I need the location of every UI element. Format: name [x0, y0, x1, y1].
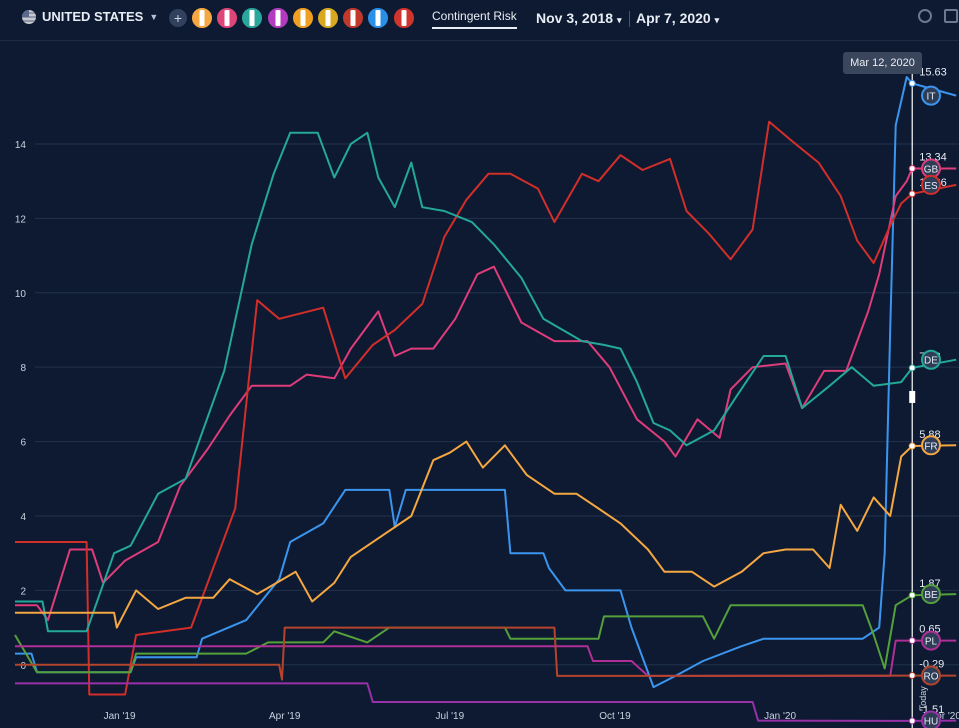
series-badge-label-hu: HU [924, 717, 938, 728]
y-tick-label: 0 [20, 661, 26, 672]
series-badge-label-de: DE [924, 356, 938, 367]
series-badge-label-pl: PL [925, 637, 938, 648]
marker-dot-de [908, 364, 916, 372]
marker-dot-pl [908, 637, 916, 645]
x-tick-label: Jul '19 [436, 711, 465, 722]
y-tick-label: 8 [20, 363, 26, 374]
y-tick-label: 4 [20, 512, 26, 523]
series-badge-it [921, 85, 941, 106]
series-badge-label-be: BE [924, 590, 938, 601]
grid-lines [35, 143, 959, 666]
x-tick-label: Apr '19 [269, 711, 301, 722]
marker-dot-gb [908, 165, 916, 173]
series-badge-label-it: IT [927, 92, 936, 103]
x-tick-label: Jan '20 [764, 711, 796, 722]
series-badge-label-gb: GB [924, 165, 939, 176]
flag-chip-gb[interactable] [217, 8, 238, 28]
series-badge-de [921, 349, 941, 370]
flag-chip-fr[interactable] [192, 8, 212, 28]
series-line-ro [15, 626, 957, 681]
y-tick-label: 14 [15, 140, 27, 151]
marker-handle [909, 390, 916, 403]
y-tick-label: 2 [20, 586, 26, 597]
flag-chip-it[interactable] [368, 8, 389, 28]
marker-dot-fr [908, 442, 916, 450]
series-line-be [14, 593, 957, 674]
x-tick-label: Apr '20 [930, 711, 959, 722]
us-flag-icon [22, 9, 36, 24]
flag-chip-es[interactable] [393, 8, 414, 28]
risk-line-chart: 0 2 4 6 8 10 12 14 Jan '19 Apr '19 Jul '19 Oct '19… [14, 66, 959, 728]
series-badge-ro [921, 665, 941, 686]
x-axis-labels: Jan '19 Apr '19 Jul '19 Oct '19 Jan '20 Apr '… [104, 711, 959, 722]
series-line-hu [15, 682, 957, 722]
start-date-picker[interactable]: Nov 3, 2018 ▾ [536, 10, 622, 26]
date-marker: Today [909, 74, 928, 728]
country-name: UNITED STATES [42, 9, 144, 24]
marker-dot-ro [908, 672, 916, 680]
series-line-es [15, 120, 957, 696]
y-tick-label: 6 [20, 438, 26, 449]
series-line-de [15, 131, 957, 633]
series-badge-label-es: ES [924, 181, 938, 192]
y-tick-label: 10 [15, 289, 27, 300]
series-lines [14, 76, 957, 722]
x-tick-label: Oct '19 [599, 711, 631, 722]
series-badge-fr [921, 435, 941, 456]
marker-dot-es [908, 190, 916, 198]
series-line-it [15, 76, 957, 689]
date-separator [629, 11, 630, 27]
flag-chip-be[interactable] [318, 8, 338, 28]
flag-chip-de[interactable] [242, 8, 263, 28]
date-tooltip: Mar 12, 2020 [843, 52, 922, 74]
y-tick-label: 12 [15, 214, 27, 225]
series-badge-pl [921, 630, 941, 651]
marker-dot-it [908, 79, 916, 87]
flag-chip-ro[interactable] [292, 8, 313, 28]
flag-icon[interactable] [944, 9, 958, 23]
x-tick-label: Jan '19 [104, 711, 136, 722]
series-badge-be [921, 584, 941, 605]
end-labels: 15.63IT13.34GB12.66ES7.98DE5.88FR1.87BE0… [908, 66, 947, 728]
top-bar: UNITED STATES ▼ + Contingent Risk Nov 3,… [0, 0, 959, 41]
series-badge-label-fr: FR [924, 441, 937, 452]
marker-dot-hu [908, 717, 916, 725]
value-label-it: 15.63 [919, 66, 947, 78]
series-badge-hu [921, 710, 941, 728]
today-label: Today [918, 686, 928, 711]
clock-icon[interactable] [918, 9, 932, 23]
tab-contingent-risk[interactable]: Contingent Risk [432, 9, 517, 29]
series-badge-es [921, 174, 941, 195]
series-line-gb [15, 167, 957, 622]
country-selector[interactable]: UNITED STATES ▼ [22, 9, 158, 24]
add-country-button[interactable]: + [169, 9, 187, 27]
series-badge-label-ro: RO [924, 672, 939, 683]
y-axis-labels: 0 2 4 6 8 10 12 14 [15, 140, 27, 672]
flag-chip-pl[interactable] [267, 8, 288, 28]
series-line-fr [15, 440, 957, 629]
flag-chip-hu[interactable] [343, 8, 364, 28]
chevron-down-icon: ▼ [149, 11, 159, 22]
end-date-picker[interactable]: Apr 7, 2020 ▾ [636, 10, 720, 26]
marker-dot-be [908, 591, 916, 599]
